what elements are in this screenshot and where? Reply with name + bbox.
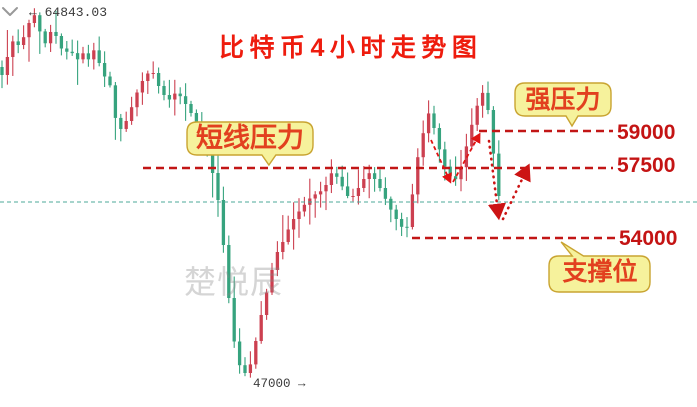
svg-text:强压力: 强压力 — [525, 86, 600, 114]
svg-text:短线压力: 短线压力 — [196, 123, 304, 153]
svg-text:支撑位: 支撑位 — [562, 257, 637, 286]
